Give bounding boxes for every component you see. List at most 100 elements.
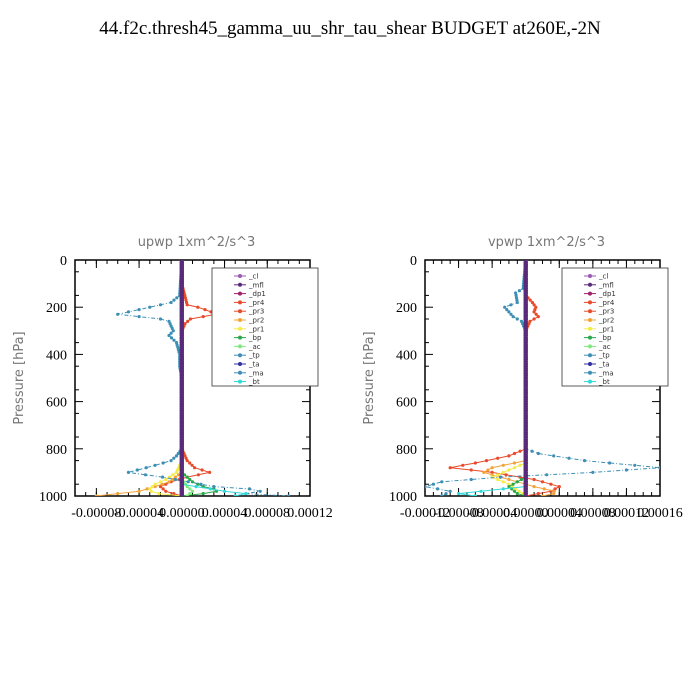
- series-point_pr2: [552, 492, 556, 496]
- series-point_pr3: [200, 468, 204, 472]
- legend-marker_pr4: [588, 300, 592, 305]
- series-point_pr2: [490, 466, 494, 470]
- series-point_tp: [167, 333, 171, 338]
- series-point_bp: [511, 482, 515, 486]
- series-point_tp: [507, 310, 511, 314]
- series-point_tp: [153, 463, 157, 467]
- legend-label_cl: _cl: [598, 273, 608, 281]
- series-point_bt: [194, 485, 198, 489]
- series-point_pr1: [507, 482, 511, 486]
- series-point_pr3: [164, 489, 168, 493]
- series-point_bp: [190, 480, 195, 484]
- series-point_pr2: [482, 470, 486, 474]
- series-point_pr3: [185, 459, 189, 463]
- series-point_pr3: [527, 322, 531, 326]
- legend-marker_pr1: [238, 326, 242, 331]
- y-tick-label: 400: [46, 348, 67, 363]
- y-axis-label-1: Pressure [hPa]: [362, 331, 377, 424]
- series-point_pr3: [196, 305, 200, 309]
- legend-marker_ac: [588, 344, 592, 349]
- legend-label_bp: _bp: [248, 334, 262, 342]
- series-point_pr3: [532, 317, 536, 321]
- series-point_pr2: [501, 463, 505, 467]
- legend-label_pr1: _pr1: [248, 325, 264, 333]
- panel-title-1: vpwp 1xm^2/s^3: [488, 235, 605, 250]
- legend-label_ac: _ac: [598, 343, 611, 351]
- series-point_tp: [172, 338, 176, 342]
- legend-marker_mfl: [588, 282, 592, 287]
- series-point_mfl: [523, 493, 528, 496]
- series-point_tp: [515, 317, 519, 321]
- series-point_tp: [624, 468, 629, 472]
- series-point_pr1: [153, 482, 157, 486]
- legend-marker_tp: [238, 353, 242, 358]
- series-point_tp: [515, 298, 519, 302]
- series-point_tp: [116, 312, 120, 316]
- series-point_tp: [608, 461, 612, 465]
- series-point_tp: [158, 317, 163, 321]
- series-point_tp: [258, 489, 262, 493]
- series-point_bt: [208, 487, 212, 491]
- series-point_pr1: [148, 487, 152, 491]
- series-point_pr3: [530, 300, 535, 305]
- y-tick-label: 0: [410, 254, 417, 269]
- series-point_tp: [514, 291, 518, 295]
- series-point_tp: [440, 480, 444, 484]
- series-point_pr3: [188, 461, 192, 465]
- series-line_pr2: [96, 260, 183, 496]
- series-point_pr1: [501, 470, 505, 474]
- series-point_tp: [431, 482, 435, 486]
- legend-label_pr3: _pr3: [598, 308, 614, 316]
- series-point_tp: [168, 322, 172, 326]
- legend-label_pr1: _pr1: [598, 325, 614, 333]
- series-point_tp: [448, 489, 452, 493]
- series-point_tp: [158, 303, 163, 307]
- legend-marker_ac: [238, 344, 242, 349]
- series-point_pr3: [185, 303, 189, 307]
- legend-marker_tp: [588, 353, 592, 358]
- legend-marker_ta: [588, 362, 592, 366]
- legend-label_ta: _ta: [248, 361, 260, 369]
- legend-marker_ta: [238, 362, 242, 366]
- legend-box-1: [561, 267, 669, 387]
- series-point_tp: [552, 454, 556, 458]
- series-point_ac: [188, 492, 192, 496]
- series-point_tp: [582, 459, 587, 463]
- series-point_pr1: [512, 466, 517, 470]
- series-point_pr3: [532, 310, 536, 314]
- series-point_pr3: [161, 487, 165, 491]
- series-point_pr3: [518, 449, 522, 453]
- series-point_tp: [536, 451, 540, 456]
- series-point_tp: [444, 492, 448, 496]
- x-tick-label: 0.00004: [537, 506, 583, 521]
- series-point_tp: [175, 296, 179, 300]
- series-point_pr3: [203, 308, 207, 312]
- series-point_pr3: [484, 459, 489, 463]
- x-tick-label: 0.00000: [503, 506, 549, 521]
- series-point_bp: [519, 477, 524, 482]
- series-point_tp: [530, 449, 534, 453]
- series-point_pr1: [501, 480, 505, 484]
- series-point_tp: [126, 470, 130, 474]
- y-axis-label-0: Pressure [hPa]: [12, 331, 27, 424]
- series-point_tp: [172, 456, 176, 460]
- legend-marker_bp: [588, 335, 592, 340]
- series-point_bp: [188, 477, 192, 482]
- series-point_bt: [233, 494, 237, 496]
- series-point_pr3: [507, 454, 511, 458]
- series-point_tp: [517, 289, 522, 293]
- series-point_bt: [473, 494, 477, 496]
- series-point_tp: [169, 331, 173, 335]
- series-point_tp: [169, 459, 173, 463]
- y-tick-label: 0: [60, 254, 67, 269]
- series-point_tp: [469, 477, 473, 482]
- x-tick-label: 0.00012: [287, 506, 333, 521]
- series-point_tp: [126, 310, 130, 314]
- legend-box-0: [211, 267, 319, 387]
- series-point_pr3: [196, 473, 200, 477]
- series-point_pr3: [532, 303, 536, 307]
- series-point_pr3: [172, 492, 176, 496]
- x-tick-label: -0.00012: [400, 506, 450, 521]
- series-point_tp: [135, 468, 139, 472]
